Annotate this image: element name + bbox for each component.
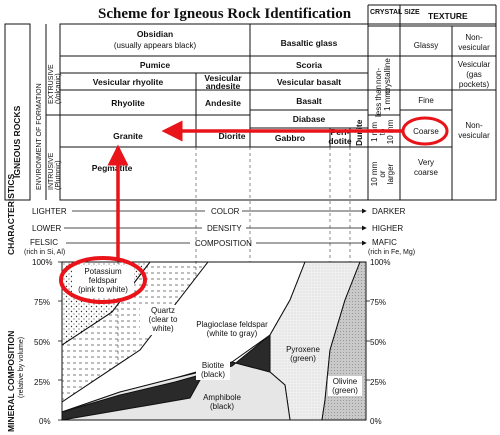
svg-text:100%: 100% (370, 258, 390, 267)
rock-gabbro: Gabbro (275, 133, 305, 143)
crystal-less-1mm-1: less than (374, 85, 383, 117)
rock-vesicular-basalt: Vesicular basalt (277, 77, 341, 87)
texture-very-coarse-1: Very (418, 158, 434, 167)
crystal-less-1mm-2: 1 mm (383, 91, 392, 111)
rock-scoria: Scoria (296, 60, 322, 70)
char-higher: HIGHER (372, 224, 403, 233)
volcanic-label: (Volcanic) (55, 73, 62, 104)
mineral-pyroxene-2: (green) (290, 354, 316, 363)
texture-header: TEXTURE (428, 11, 468, 21)
texture-nonvesicular-top-1: Non- (465, 33, 483, 42)
char-felsic-note: (rich in Si, Al) (24, 249, 65, 256)
crystal-size-header: CRYSTAL SIZE (370, 9, 420, 16)
crystal-10mm-larger-3: larger (386, 163, 395, 184)
texture-coarse: Coarse (413, 127, 439, 136)
crystal-noncrystalline-1: non- (374, 68, 383, 84)
char-felsic: FELSIC (30, 238, 58, 247)
char-mafic: MAFIC (372, 238, 397, 247)
rock-table (4, 4, 497, 201)
mineral-composition-label: MINERAL COMPOSITION (6, 331, 16, 432)
svg-text:0%: 0% (39, 417, 51, 426)
crystal-noncrystalline-2: crystalline (383, 58, 392, 94)
region-biotite (61, 333, 271, 421)
red-annotations (59, 116, 449, 304)
char-mafic-note: (rich in Fe, Mg) (368, 249, 415, 256)
rock-peridotite-2: dotite (328, 136, 351, 146)
char-lighter: LIGHTER (32, 207, 67, 216)
rock-pumice: Pumice (140, 60, 171, 70)
rock-diabase: Diabase (293, 114, 326, 124)
rock-basaltic-glass: Basaltic glass (281, 38, 338, 48)
mineral-amphibole-2: (black) (210, 402, 234, 411)
mineral-potassium-3: (pink to white) (78, 285, 128, 294)
mineral-plagioclase-2: (white to gray) (207, 329, 258, 338)
characteristics-rows: LIGHTER DARKER COLOR LOWER HIGHER DENSIT… (24, 207, 415, 256)
texture-fine: Fine (418, 96, 434, 105)
mineral-olivine-1: Olivine (333, 377, 358, 386)
texture-vesicular-2: (gas (466, 70, 482, 79)
rock-names: Obsidian (usually appears black) Basalti… (92, 29, 364, 173)
svg-text:75%: 75% (34, 298, 50, 307)
plutonic-label: (Plutonic) (55, 160, 62, 190)
texture-vesicular-1: Vesicular (458, 60, 491, 69)
texture-very-coarse-2: coarse (414, 168, 439, 177)
svg-text:25%: 25% (34, 378, 50, 387)
environment-label: ENVIRONMENT OF FORMATION (36, 83, 43, 190)
mineral-potassium-2: feldspar (89, 276, 118, 285)
svg-text:25%: 25% (370, 378, 386, 387)
characteristics-label: CHARACTERISTICS (6, 173, 16, 255)
char-color: COLOR (211, 207, 240, 216)
mineral-olivine-2: (green) (332, 386, 358, 395)
svg-text:50%: 50% (370, 338, 386, 347)
mineral-pyroxene-1: Pyroxene (286, 345, 320, 354)
rock-vesicular-rhyolite: Vesicular rhyolite (93, 77, 164, 87)
char-darker: DARKER (372, 207, 406, 216)
svg-text:75%: 75% (370, 298, 386, 307)
char-density: DENSITY (207, 224, 242, 233)
mineral-labels: Potassium feldspar (pink to white) Quart… (72, 266, 362, 411)
mineral-biotite-2: (black) (201, 370, 225, 379)
rock-vesicular-andesite-2: andesite (206, 81, 241, 91)
mineral-quartz-1: Quartz (151, 306, 175, 315)
texture-nonvesicular-top-2: vesicular (458, 43, 490, 52)
mineral-quartz-3: white) (151, 324, 174, 333)
rock-diorite: Diorite (219, 131, 246, 141)
char-composition: COMPOSITION (195, 239, 252, 248)
texture-vesicular-3: pockets) (459, 80, 490, 89)
crystal-10mm-larger-1: 10 mm (370, 161, 379, 186)
rock-pegmatite: Pegmatite (92, 163, 133, 173)
rock-granite: Granite (113, 131, 143, 141)
rock-obsidian: Obsidian (137, 29, 173, 39)
texture-nonvesicular-bottom-2: vesicular (458, 131, 490, 140)
relative-by-volume-label: (relative by volume) (18, 337, 25, 398)
svg-text:100%: 100% (32, 258, 52, 267)
svg-text:0%: 0% (370, 417, 382, 426)
texture-labels: Glassy Non- vesicular Vesicular (gas poc… (413, 33, 490, 177)
mineral-amphibole-1: Amphibole (203, 393, 241, 402)
page-title: Scheme for Igneous Rock Identification (98, 6, 352, 22)
rock-obsidian-note: (usually appears black) (114, 41, 197, 50)
texture-glassy: Glassy (414, 41, 438, 50)
texture-nonvesicular-bottom-1: Non- (465, 121, 483, 130)
rock-vesicular-andesite-1: Vesicular (204, 73, 242, 83)
igneous-rocks-label: IGNEOUS ROCKS (12, 105, 22, 178)
rock-rhyolite: Rhyolite (111, 98, 145, 108)
crystal-size-labels: non- crystalline less than 1 mm 1 mm to … (370, 58, 395, 187)
crystal-10mm-larger-2: or (378, 170, 387, 177)
mineral-regions (61, 261, 367, 421)
extrusive-label: EXTRUSIVE (48, 64, 55, 104)
char-lower: LOWER (32, 224, 62, 233)
rock-andesite: Andesite (205, 98, 241, 108)
percent-ticks: 100% 75% 50% 25% 0% 100% 75% 50% 25% 0% (32, 258, 390, 426)
mineral-biotite-1: Biotite (202, 361, 225, 370)
mineral-quartz-2: (clear to (149, 315, 178, 324)
svg-text:50%: 50% (34, 338, 50, 347)
mineral-potassium-1: Potassium (84, 267, 122, 276)
mineral-plagioclase-1: Plagioclase feldspar (196, 320, 268, 329)
rock-basalt: Basalt (296, 96, 322, 106)
potassium-feldspar-highlight (59, 256, 147, 304)
intrusive-label: INTRUSIVE (48, 152, 55, 190)
